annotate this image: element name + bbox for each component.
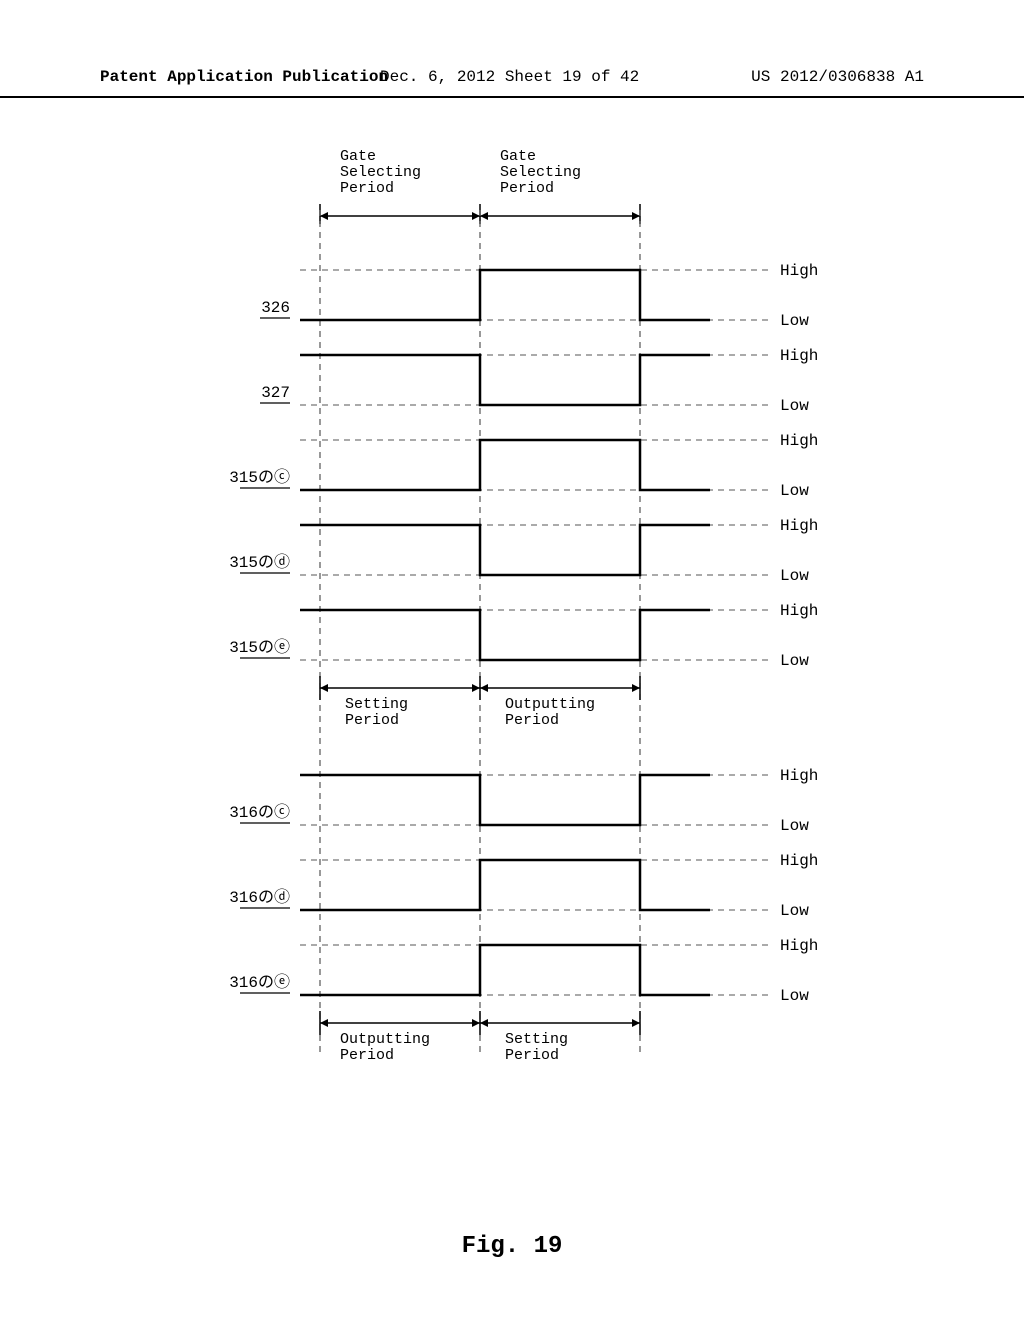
- svg-text:Setting: Setting: [345, 696, 408, 713]
- svg-text:326: 326: [261, 299, 290, 317]
- header-right: US 2012/0306838 A1: [751, 68, 924, 86]
- svg-text:Low: Low: [780, 817, 809, 835]
- svg-text:Selecting: Selecting: [340, 164, 421, 181]
- svg-text:Low: Low: [780, 902, 809, 920]
- page-header: Patent Application Publication Dec. 6, 2…: [0, 68, 1024, 98]
- svg-text:327: 327: [261, 384, 290, 402]
- svg-text:316のⓔ: 316のⓔ: [229, 973, 290, 992]
- svg-text:316のⓒ: 316のⓒ: [229, 803, 290, 822]
- svg-text:315のⓒ: 315のⓒ: [229, 468, 290, 487]
- svg-text:Period: Period: [505, 712, 559, 729]
- svg-text:High: High: [780, 767, 818, 785]
- svg-text:Setting: Setting: [505, 1031, 568, 1048]
- header-center: Dec. 6, 2012 Sheet 19 of 42: [380, 68, 639, 86]
- svg-text:Low: Low: [780, 987, 809, 1005]
- svg-text:316のⓓ: 316のⓓ: [229, 888, 290, 907]
- timing-diagram: GateSelectingPeriodGateSelectingPeriod32…: [180, 140, 860, 1200]
- svg-text:315のⓔ: 315のⓔ: [229, 638, 290, 657]
- svg-text:315のⓓ: 315のⓓ: [229, 553, 290, 572]
- svg-text:High: High: [780, 262, 818, 280]
- svg-text:Selecting: Selecting: [500, 164, 581, 181]
- svg-text:Low: Low: [780, 397, 809, 415]
- svg-text:Low: Low: [780, 312, 809, 330]
- svg-text:High: High: [780, 602, 818, 620]
- svg-text:Low: Low: [780, 482, 809, 500]
- svg-text:High: High: [780, 432, 818, 450]
- svg-text:Low: Low: [780, 652, 809, 670]
- svg-text:Period: Period: [345, 712, 399, 729]
- svg-text:High: High: [780, 937, 818, 955]
- svg-text:Low: Low: [780, 567, 809, 585]
- svg-text:Outputting: Outputting: [505, 696, 595, 713]
- svg-text:Outputting: Outputting: [340, 1031, 430, 1048]
- svg-text:Period: Period: [505, 1047, 559, 1064]
- svg-text:High: High: [780, 347, 818, 365]
- header-left: Patent Application Publication: [100, 68, 388, 86]
- svg-text:Period: Period: [340, 1047, 394, 1064]
- svg-text:High: High: [780, 517, 818, 535]
- figure-caption: Fig. 19: [0, 1233, 1024, 1260]
- svg-text:Period: Period: [340, 180, 394, 197]
- timing-svg: GateSelectingPeriodGateSelectingPeriod32…: [180, 140, 860, 1200]
- svg-text:High: High: [780, 852, 818, 870]
- svg-text:Period: Period: [500, 180, 554, 197]
- svg-text:Gate: Gate: [340, 148, 376, 165]
- svg-text:Gate: Gate: [500, 148, 536, 165]
